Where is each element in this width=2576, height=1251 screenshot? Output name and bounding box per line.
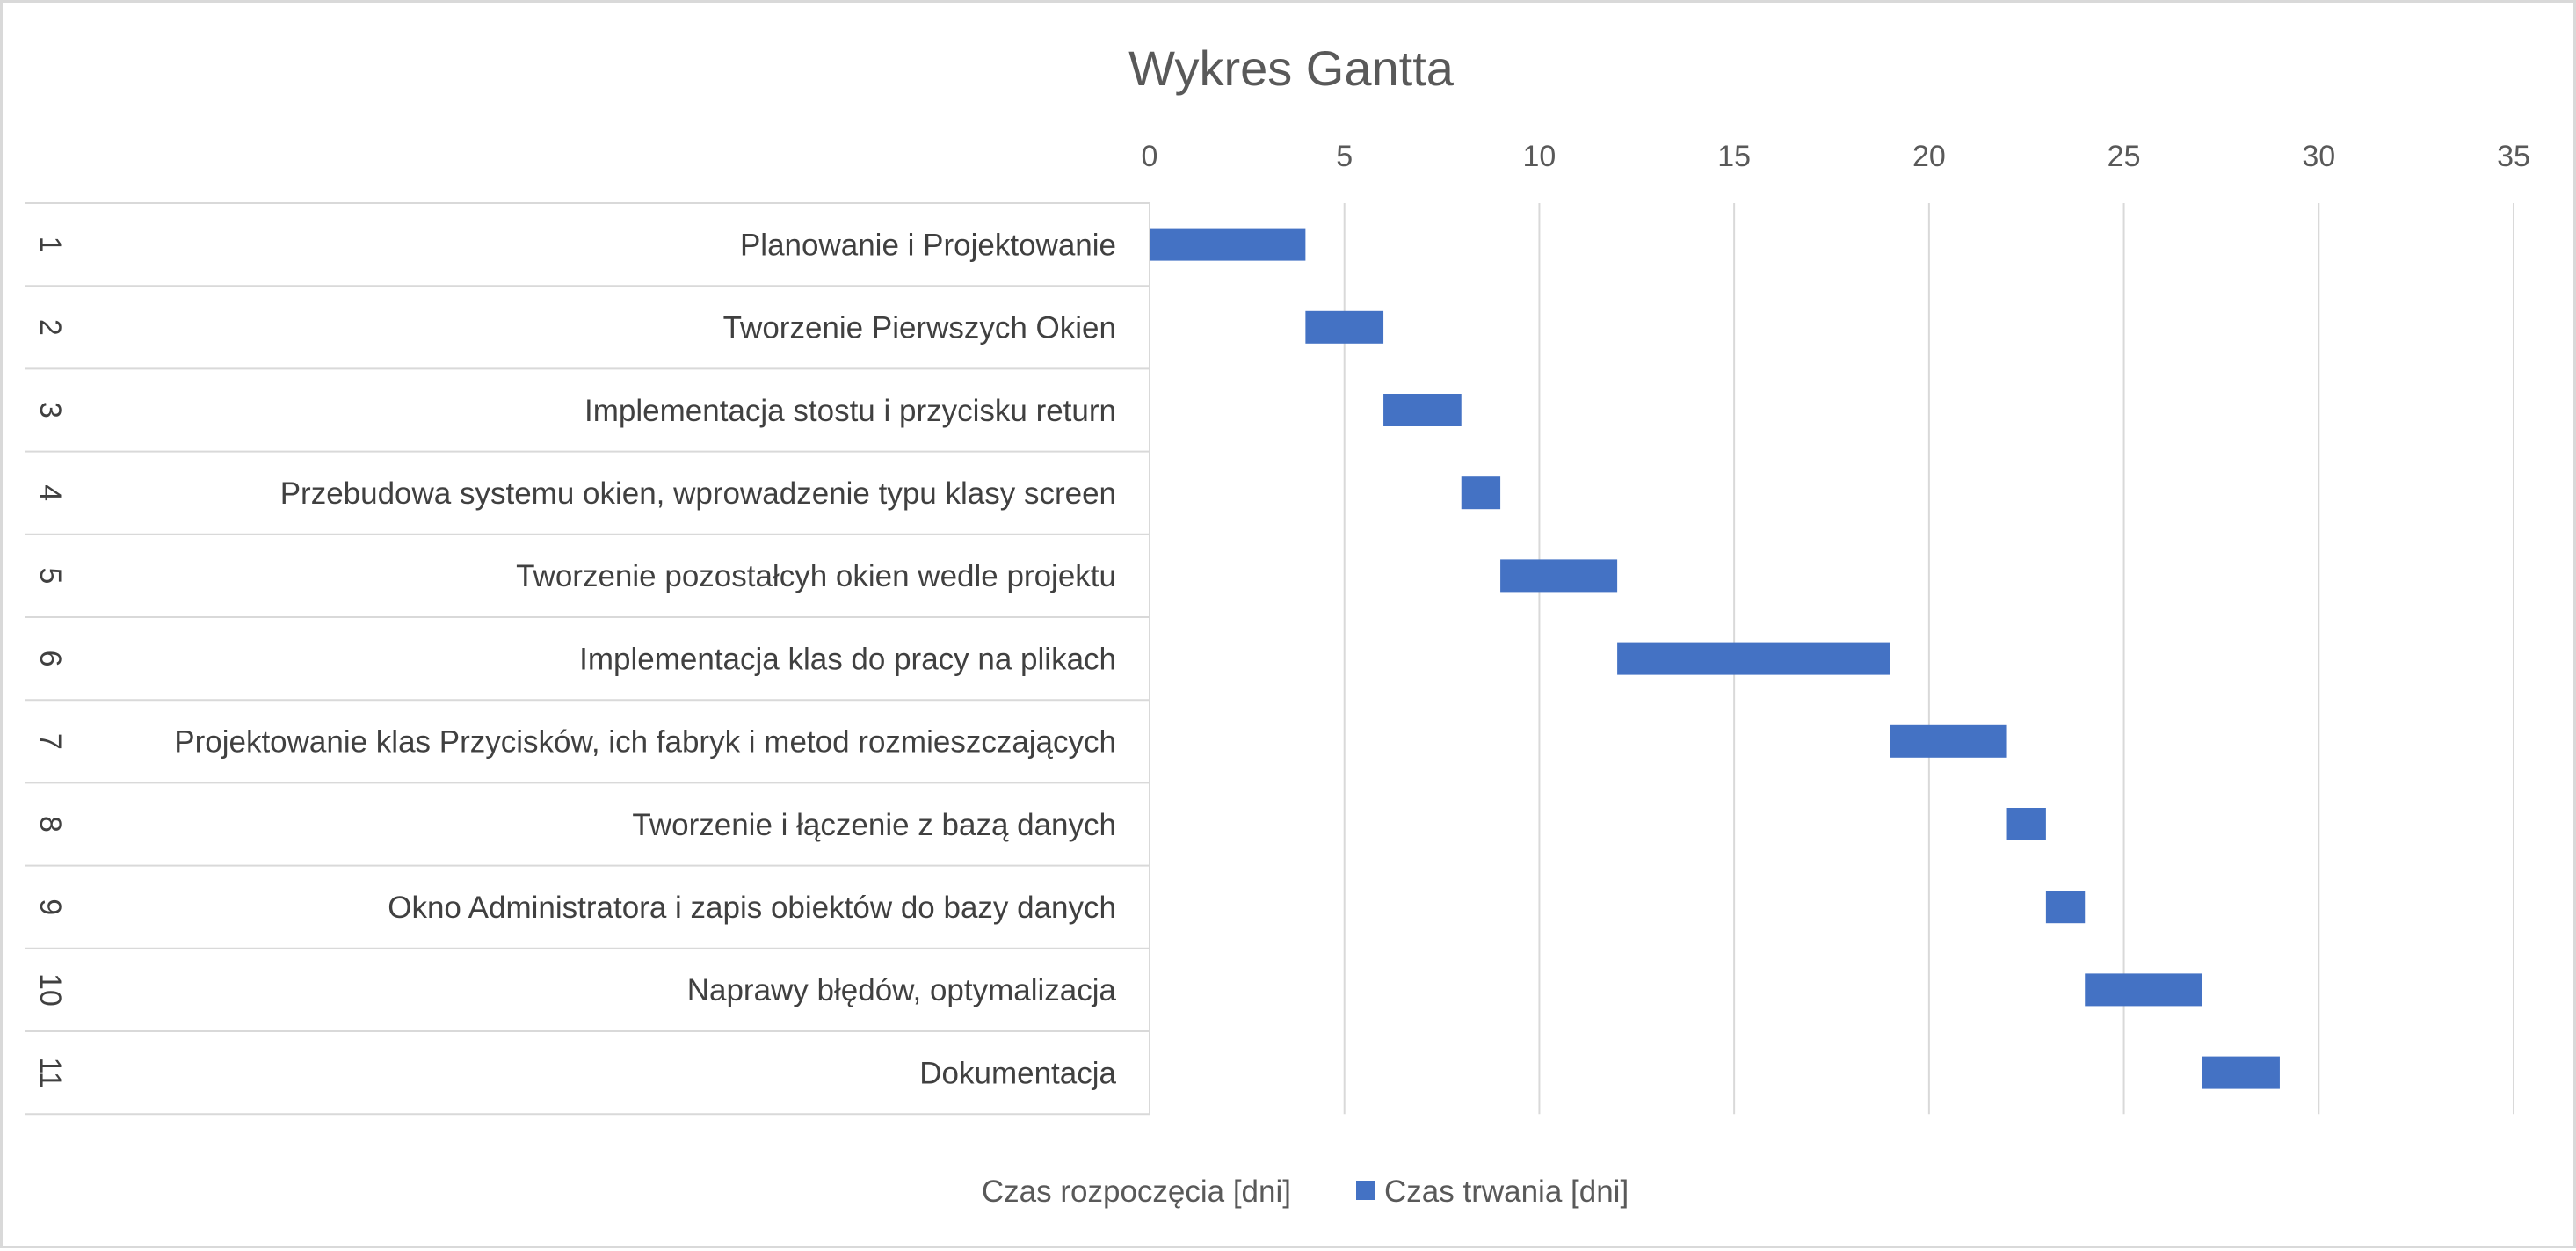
chart-title: Wykres Gantta <box>1128 40 1455 96</box>
legend-duration-label: Czas trwania [dni] <box>1384 1175 1629 1209</box>
duration-bar <box>2045 891 2086 924</box>
gridlines <box>1343 203 2514 1115</box>
x-tick-label: 20 <box>1912 140 1946 173</box>
duration-bar <box>1150 228 1306 261</box>
x-tick-label: 10 <box>1523 140 1556 173</box>
x-tick-label: 25 <box>2108 140 2141 173</box>
duration-bar <box>1890 724 2007 758</box>
duration-bar <box>1500 559 1618 593</box>
category-label: Projektowanie klas Przycisków, ich fabry… <box>174 725 1116 760</box>
row-number: 10 <box>33 973 67 1007</box>
row-number: 9 <box>33 898 67 915</box>
x-tick-label: 30 <box>2302 140 2335 173</box>
category-label: Przebudowa systemu okien, wprowadzenie t… <box>280 476 1116 511</box>
row-number: 2 <box>33 319 67 336</box>
category-label: Tworzenie Pierwszych Okien <box>723 311 1116 345</box>
category-label: Naprawy błędów, optymalizacja <box>687 973 1117 1007</box>
x-tick-label: 15 <box>1717 140 1751 173</box>
x-tick-label: 5 <box>1336 140 1353 173</box>
x-axis-ticks: 0 5 10 15 20 25 30 35 <box>1142 140 2530 173</box>
legend: Czas rozpoczęcia [dni] Czas trwania [dni… <box>982 1175 1629 1209</box>
duration-bar <box>2202 1056 2280 1089</box>
bars <box>1150 228 2280 1089</box>
category-label: Implementacja klas do pracy na plikach <box>579 642 1116 676</box>
x-tick-label: 35 <box>2497 140 2530 173</box>
duration-bar <box>2085 973 2202 1007</box>
row-number: 5 <box>33 567 67 584</box>
duration-bar <box>1305 310 1384 344</box>
category-label: Tworzenie i łączenie z bazą danych <box>632 808 1116 842</box>
duration-bar <box>2006 808 2046 840</box>
row-number: 4 <box>33 484 67 501</box>
row-number: 8 <box>33 816 67 833</box>
row-number: 11 <box>33 1057 67 1087</box>
row-number: 6 <box>33 651 67 667</box>
category-label: Okno Administratora i zapis obiektów do … <box>388 891 1116 925</box>
category-label: Tworzenie pozostałcyh okien wedle projek… <box>516 559 1116 593</box>
duration-bar <box>1383 394 1462 426</box>
category-label: Dokumentacja <box>919 1056 1116 1090</box>
category-label: Implementacja stostu i przycisku return <box>584 394 1116 428</box>
x-tick-label: 0 <box>1142 140 1158 173</box>
duration-bar <box>1617 642 1890 675</box>
legend-duration-swatch <box>1356 1181 1375 1200</box>
row-number: 3 <box>33 402 67 418</box>
category-label: Planowanie i Projektowanie <box>740 228 1116 262</box>
row-number: 1 <box>33 236 67 253</box>
gantt-chart: Wykres Gantta 1 Planowanie i Projektowani… <box>25 40 2530 1209</box>
legend-start-label: Czas rozpoczęcia [dni] <box>982 1175 1291 1209</box>
row-number: 7 <box>33 733 67 750</box>
category-table: 1 Planowanie i Projektowanie 2 Tworzenie Pi… <box>25 202 1150 1116</box>
duration-bar <box>1461 476 1501 510</box>
